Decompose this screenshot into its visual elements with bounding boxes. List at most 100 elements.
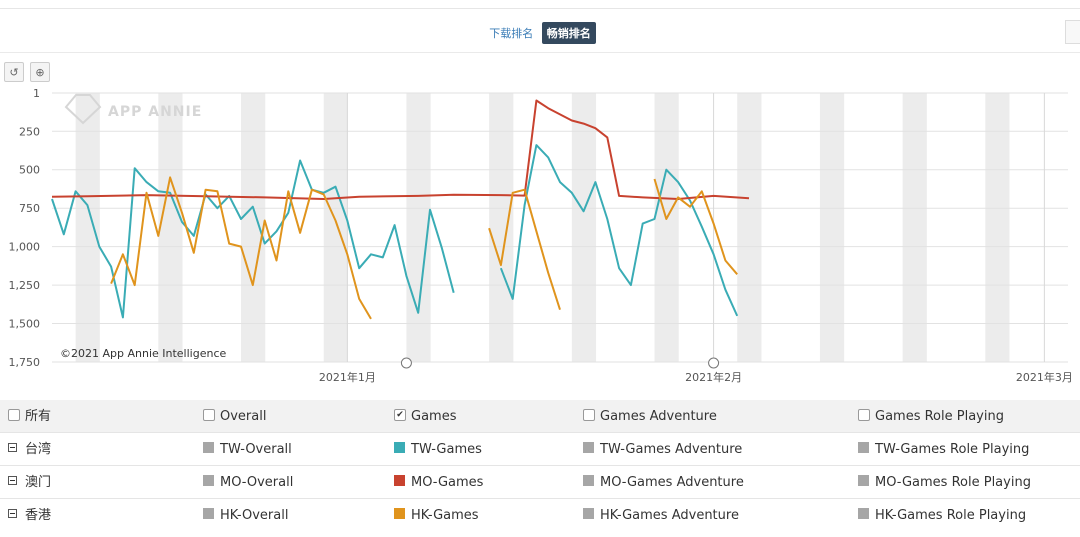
legend-games-toggle[interactable]: ✔ Games xyxy=(394,400,456,433)
legend-all-toggle[interactable]: 所有 xyxy=(8,400,51,433)
checkbox-rpg[interactable] xyxy=(858,408,870,421)
series-line xyxy=(499,144,739,317)
region-label: 澳门 xyxy=(25,475,52,490)
weekend-band xyxy=(985,93,1010,362)
y-tick-label: 1 xyxy=(33,87,40,100)
collapse-icon[interactable] xyxy=(8,476,17,485)
y-tick-label: 1,500 xyxy=(9,318,41,331)
toolbar-divider xyxy=(0,52,1080,53)
series-label: TW-Overall xyxy=(220,442,292,457)
series-games[interactable]: TW-Games xyxy=(394,433,482,466)
series-swatch xyxy=(583,442,594,453)
series-rpg[interactable]: TW-Games Role Playing xyxy=(858,433,1029,466)
series-swatch xyxy=(858,475,869,486)
y-tick-label: 1,750 xyxy=(9,356,41,369)
series-label: HK-Games Role Playing xyxy=(875,508,1027,523)
weekend-band xyxy=(241,93,266,362)
reset-zoom-button[interactable]: ↺ xyxy=(4,62,24,82)
series-swatch xyxy=(583,508,594,519)
series-overall[interactable]: HK-Overall xyxy=(203,499,288,532)
region-toggle[interactable]: 香港 xyxy=(8,499,51,532)
region-label: 台湾 xyxy=(25,442,52,457)
series-adventure[interactable]: TW-Games Adventure xyxy=(583,433,742,466)
tab-download-rank[interactable]: 下载排名 xyxy=(489,27,534,40)
export-button[interactable] xyxy=(1065,20,1080,44)
weekend-band xyxy=(158,93,183,362)
series-line xyxy=(110,176,372,320)
series-label: MO-Overall xyxy=(220,475,294,490)
app-annie-logo xyxy=(64,94,102,125)
series-line xyxy=(488,188,561,311)
undo-icon: ↺ xyxy=(9,66,19,79)
legend-row: 香港 HK-Overall HK-Games HK-Games Adventure HK… xyxy=(0,499,1080,532)
series-adventure[interactable]: HK-Games Adventure xyxy=(583,499,739,532)
y-tick-label: 1,250 xyxy=(9,279,41,292)
checkbox-games[interactable]: ✔ xyxy=(394,408,406,421)
weekend-band xyxy=(75,93,100,362)
checkbox-all[interactable] xyxy=(8,408,20,421)
ranking-tabs: 下载排名 畅销排名 xyxy=(0,22,1080,44)
series-rpg[interactable]: MO-Games Role Playing xyxy=(858,466,1031,499)
collapse-icon[interactable] xyxy=(8,509,17,518)
series-label: MO-Games xyxy=(411,475,484,490)
weekend-band xyxy=(902,93,927,362)
series-label: TW-Games xyxy=(411,442,482,457)
legend-rpg-label: Games Role Playing xyxy=(875,409,1004,424)
y-tick-label: 250 xyxy=(19,125,40,138)
series-label: MO-Games Adventure xyxy=(600,475,744,490)
region-label: 香港 xyxy=(25,508,52,523)
series-swatch xyxy=(394,508,405,519)
weekend-band xyxy=(323,93,348,362)
series-swatch xyxy=(583,475,594,486)
range-handle xyxy=(708,357,720,369)
weekend-band xyxy=(571,93,597,362)
region-toggle[interactable]: 台湾 xyxy=(8,433,51,466)
series-label: TW-Games Role Playing xyxy=(875,442,1030,457)
collapse-icon[interactable] xyxy=(8,443,17,452)
series-games[interactable]: MO-Games xyxy=(394,466,483,499)
x-tick-label: 2021年2月 xyxy=(685,370,742,384)
weekend-band xyxy=(406,93,431,362)
series-label: TW-Games Adventure xyxy=(600,442,743,457)
series-overall[interactable]: MO-Overall xyxy=(203,466,293,499)
series-swatch xyxy=(858,442,869,453)
series-overall[interactable]: TW-Overall xyxy=(203,433,292,466)
series-swatch xyxy=(203,475,214,486)
series-swatch xyxy=(858,508,869,519)
legend-row: 台湾 TW-Overall TW-Games TW-Games Adventure TW… xyxy=(0,433,1080,466)
watermark-text: APP ANNIE xyxy=(108,104,202,120)
series-adventure[interactable]: MO-Games Adventure xyxy=(583,466,744,499)
checkbox-overall[interactable] xyxy=(203,408,215,421)
series-label: HK-Games Adventure xyxy=(600,508,739,523)
series-games[interactable]: HK-Games xyxy=(394,499,479,532)
legend-overall-label: Overall xyxy=(220,409,267,424)
series-swatch xyxy=(203,442,214,453)
tab-grossing-rank[interactable]: 畅销排名 xyxy=(541,22,596,44)
x-tick-label: 2021年1月 xyxy=(319,370,376,384)
weekend-band xyxy=(654,93,679,362)
series-line xyxy=(653,178,738,275)
credit-text: ©2021 App Annie Intelligence xyxy=(60,347,227,360)
series-rpg[interactable]: HK-Games Role Playing xyxy=(858,499,1026,532)
rank-chart: 1 250 500 750 1,000 1,250 1,500 1,750 2021年1月 202… xyxy=(9,87,1073,384)
magnifier-icon: ⊕ xyxy=(35,66,45,79)
region-toggle[interactable]: 澳门 xyxy=(8,466,51,499)
series-line xyxy=(51,159,455,319)
series-label: HK-Overall xyxy=(220,508,289,523)
series-swatch xyxy=(394,475,405,486)
legend-rpg-toggle[interactable]: Games Role Playing xyxy=(858,400,1004,433)
y-tick-label: 500 xyxy=(19,164,40,177)
weekend-band xyxy=(737,93,762,362)
series-label: HK-Games xyxy=(411,508,479,523)
x-tick-label: 2021年3月 xyxy=(1016,370,1073,384)
legend-header-row: 所有 Overall ✔ Games Games Adventure Games … xyxy=(0,400,1080,433)
y-tick-label: 1,000 xyxy=(9,241,41,254)
weekend-band xyxy=(489,93,514,362)
legend-adventure-toggle[interactable]: Games Adventure xyxy=(583,400,717,433)
series-swatch xyxy=(394,442,405,453)
series-label: MO-Games Role Playing xyxy=(875,475,1031,490)
range-handle xyxy=(400,357,412,369)
legend-overall-toggle[interactable]: Overall xyxy=(203,400,266,433)
checkbox-adventure[interactable] xyxy=(583,408,595,421)
zoom-button[interactable]: ⊕ xyxy=(30,62,50,82)
